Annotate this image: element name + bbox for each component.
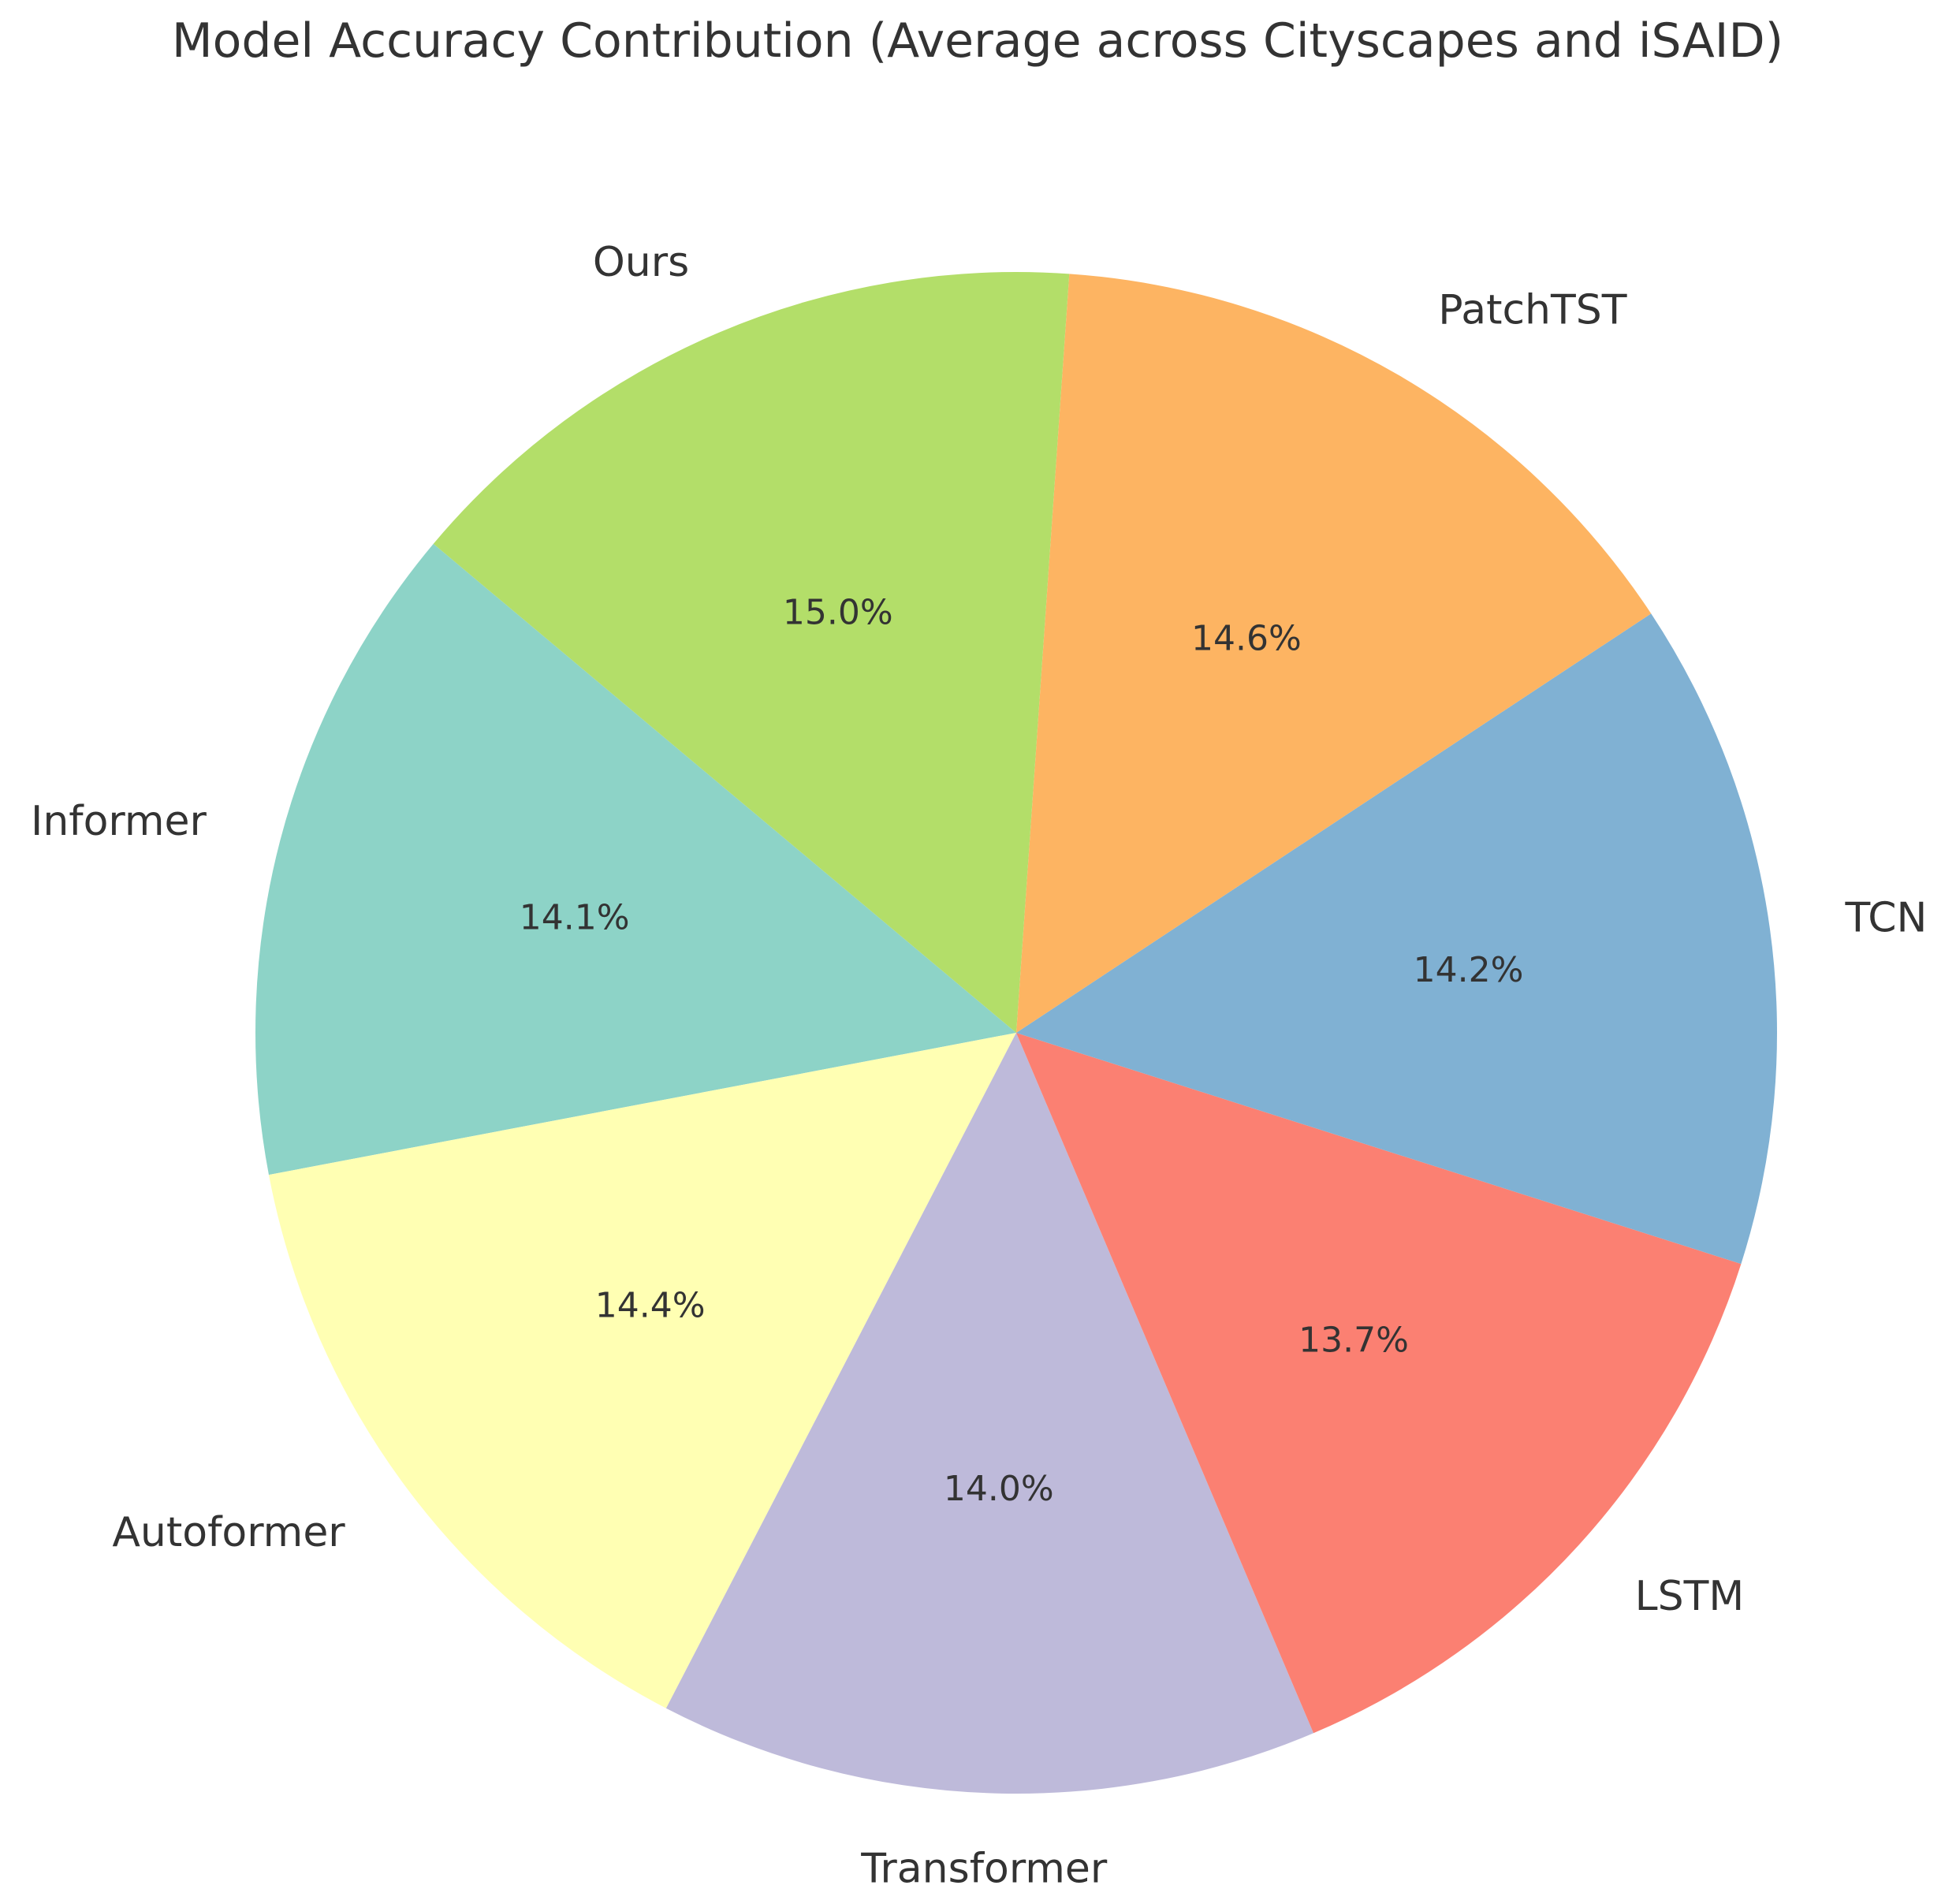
slice-label-informer: Informer bbox=[31, 798, 207, 845]
pie-slice-autoformer bbox=[268, 1033, 1017, 1708]
chart-title: Model Accuracy Contribution (Average acr… bbox=[172, 13, 1783, 69]
pct-label-informer: 14.1% bbox=[520, 897, 630, 937]
pie-slice-ours bbox=[433, 271, 1070, 1033]
pie-slice-tcn bbox=[1016, 613, 1778, 1265]
slice-label-autoformer: Autoformer bbox=[112, 1509, 345, 1556]
slice-label-transformer: Transformer bbox=[860, 1846, 1108, 1893]
pie-slice-patchtst bbox=[1016, 274, 1652, 1034]
pct-label-lstm: 13.7% bbox=[1298, 1321, 1409, 1361]
pct-label-tcn: 14.2% bbox=[1414, 950, 1524, 990]
pie-slice-lstm bbox=[1016, 1033, 1742, 1734]
pie-slice-informer bbox=[255, 543, 1016, 1176]
pie-slice-transformer bbox=[665, 1033, 1314, 1794]
pie-slices bbox=[255, 271, 1778, 1794]
pct-label-patchtst: 14.6% bbox=[1191, 619, 1302, 659]
slice-label-lstm: LSTM bbox=[1635, 1573, 1745, 1620]
slice-label-patchtst: PatchTST bbox=[1438, 286, 1627, 333]
slice-label-ours: Ours bbox=[593, 239, 689, 286]
pct-label-transformer: 14.0% bbox=[944, 1469, 1054, 1509]
pie-labels: 14.1% Informer 14.4% Autoformer 14.0% Transfo… bbox=[31, 239, 1927, 1893]
slice-label-tcn: TCN bbox=[1845, 895, 1928, 942]
pct-label-ours: 15.0% bbox=[783, 593, 893, 633]
pct-label-autoformer: 14.4% bbox=[595, 1285, 706, 1325]
